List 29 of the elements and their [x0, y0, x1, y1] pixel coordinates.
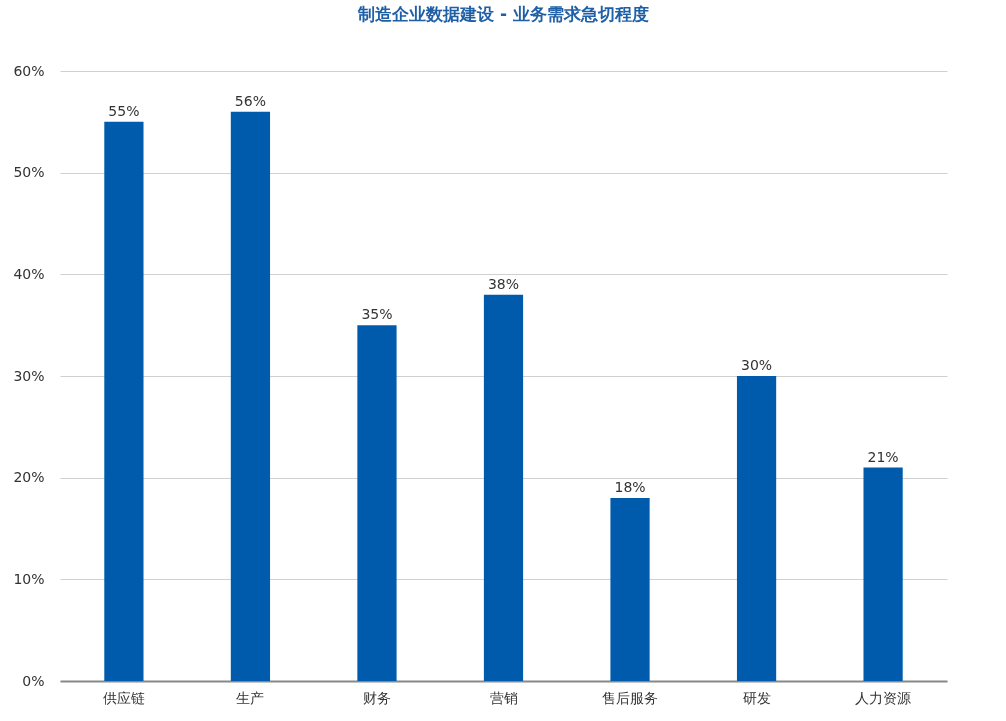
- x-tick-label: 人力资源: [855, 689, 912, 706]
- x-tick-label: 生产: [236, 689, 265, 706]
- data-label: 18%: [614, 479, 646, 495]
- data-label: 55%: [108, 102, 140, 119]
- y-tick-label: 50%: [13, 164, 45, 181]
- bar: [357, 325, 397, 681]
- bar: [736, 376, 777, 681]
- bar: [483, 294, 524, 681]
- y-tick-label: 40%: [13, 265, 45, 282]
- y-tick-label: 30%: [13, 367, 45, 384]
- data-label: 30%: [741, 357, 773, 373]
- x-tick-label: 财务: [362, 689, 391, 706]
- bar: [104, 121, 144, 681]
- bar: [230, 111, 271, 681]
- x-tick-label: 营销: [489, 689, 518, 706]
- x-tick-label: 供应链: [102, 689, 145, 706]
- y-tick-label: 0%: [22, 672, 45, 689]
- data-label: 21%: [867, 448, 899, 465]
- data-label: 38%: [487, 275, 520, 292]
- y-tick-label: 20%: [13, 469, 45, 486]
- bar: [610, 498, 650, 681]
- x-tick-label: 售后服务: [602, 689, 659, 706]
- data-label: 35%: [361, 306, 393, 323]
- chart-title: 制造企业数据建设 - 业务需求急切程度: [357, 4, 649, 24]
- data-label: 56%: [234, 92, 266, 109]
- y-tick-label: 10%: [13, 570, 45, 587]
- bar: [863, 467, 903, 681]
- y-tick-label: 60%: [13, 62, 45, 79]
- x-tick-label: 研发: [742, 689, 771, 706]
